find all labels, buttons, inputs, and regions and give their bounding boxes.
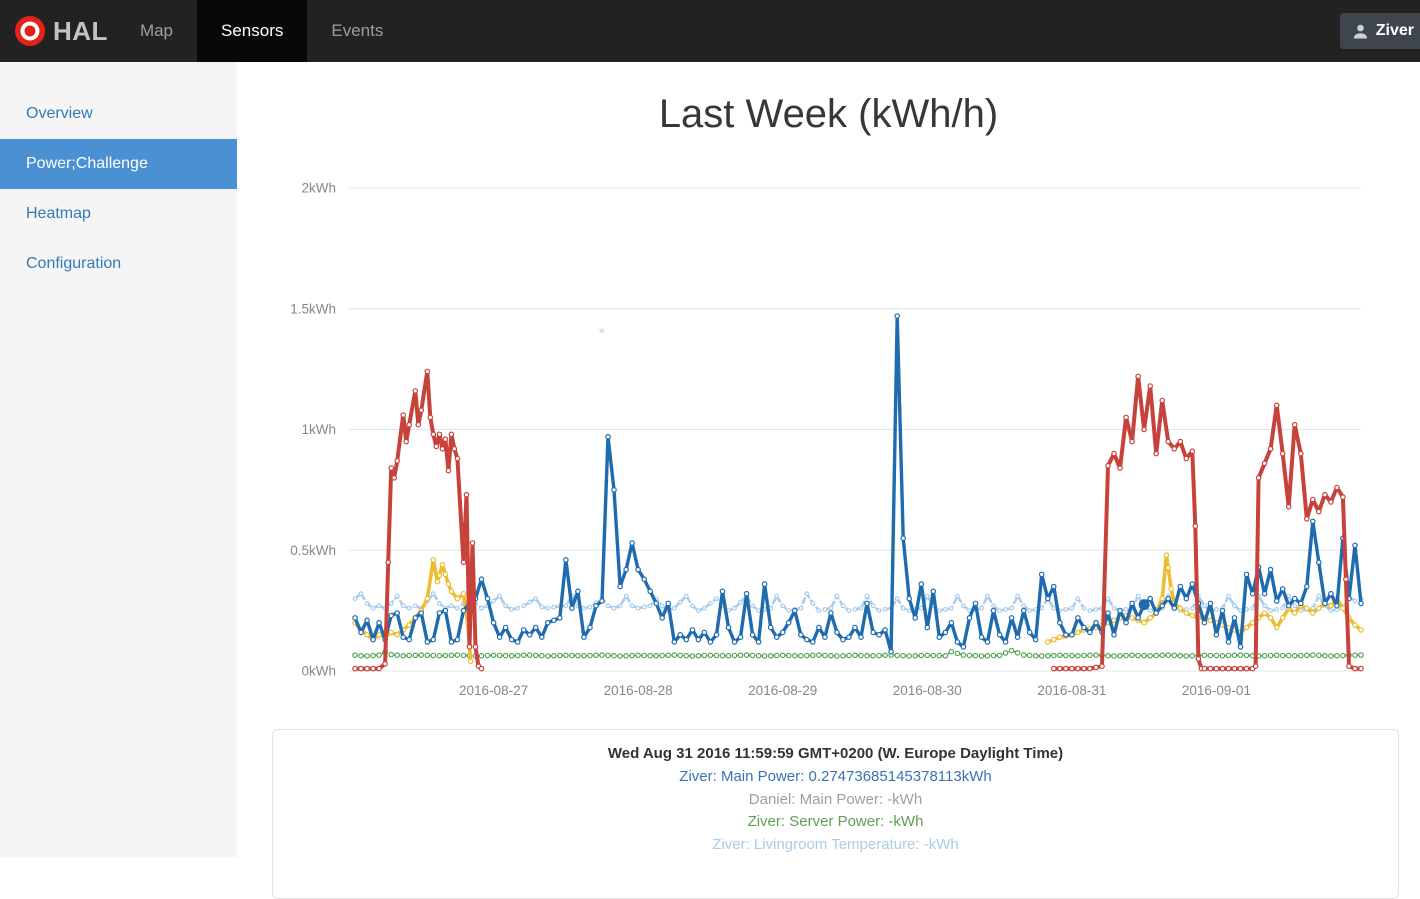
brand[interactable]: HAL xyxy=(0,0,116,62)
user-menu[interactable]: Ziver xyxy=(1339,13,1420,49)
hal-logo-icon xyxy=(15,16,45,46)
svg-text:2016-09-01: 2016-09-01 xyxy=(1182,683,1251,698)
brand-title: HAL xyxy=(53,15,108,46)
svg-text:2016-08-29: 2016-08-29 xyxy=(748,683,817,698)
navbar: HAL Map Sensors Events Ziver xyxy=(0,0,1420,62)
svg-text:0.5kWh: 0.5kWh xyxy=(290,543,336,558)
svg-text:1.5kWh: 1.5kWh xyxy=(290,301,336,316)
svg-text:2kWh: 2kWh xyxy=(301,181,336,196)
svg-text:2016-08-31: 2016-08-31 xyxy=(1037,683,1106,698)
chart-tooltip-card: Wed Aug 31 2016 11:59:59 GMT+0200 (W. Eu… xyxy=(272,729,1399,899)
username: Ziver xyxy=(1375,22,1414,39)
nav-item-sensors[interactable]: Sensors xyxy=(197,0,308,62)
svg-text:2016-08-28: 2016-08-28 xyxy=(604,683,673,698)
tooltip-series-value: Daniel: Main Power: -kWh xyxy=(748,790,923,808)
sidebar-item-overview[interactable]: Overview xyxy=(26,105,93,122)
page-title: Last Week (kWh/h) xyxy=(658,92,999,136)
sidebar-item-power-challenge[interactable]: Power;Challenge xyxy=(0,139,237,189)
tooltip-timestamp: Wed Aug 31 2016 11:59:59 GMT+0200 (W. Eu… xyxy=(607,745,1064,762)
nav-item-map[interactable]: Map xyxy=(139,21,174,40)
sidebar: Overview Power;Challenge Heatmap Configu… xyxy=(0,62,237,857)
svg-text:0kWh: 0kWh xyxy=(301,664,336,679)
user-icon xyxy=(1353,24,1367,39)
svg-text:2016-08-30: 2016-08-30 xyxy=(893,683,962,698)
nav-item-events[interactable]: Events xyxy=(331,21,384,40)
tooltip-series-value: Ziver: Main Power: 0.27473685145378113kW… xyxy=(679,768,992,785)
power-chart[interactable]: 0kWh 0.5kWh 1kWh 1.5kWh 2kWh 2016-08-27 2016-0… xyxy=(237,150,1420,730)
svg-text:✳: ✳ xyxy=(598,326,606,336)
svg-text:1kWh: 1kWh xyxy=(301,422,336,437)
sidebar-item-heatmap[interactable]: Heatmap xyxy=(26,205,91,222)
tooltip-series-value: Ziver: Server Power: -kWh xyxy=(747,813,924,831)
sidebar-item-configuration[interactable]: Configuration xyxy=(26,255,122,272)
tooltip-series-value: Ziver: Livingroom Temperature: -kWh xyxy=(712,835,959,853)
svg-text:2016-08-27: 2016-08-27 xyxy=(459,683,528,698)
